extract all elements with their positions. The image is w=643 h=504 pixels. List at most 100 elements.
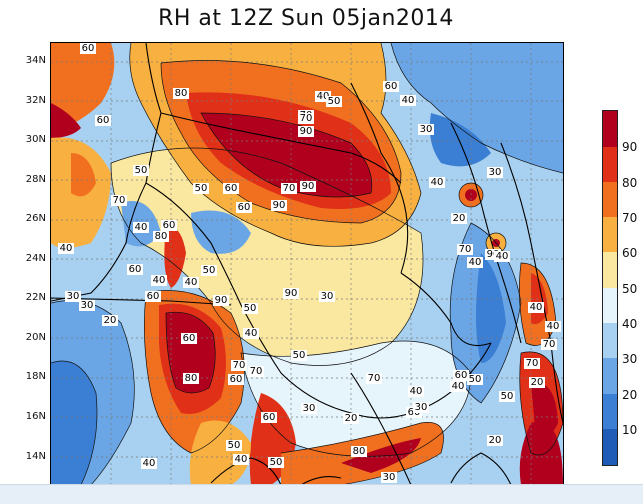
contour-label-text: 60 — [230, 374, 243, 385]
contour-label: 50 — [193, 183, 209, 194]
contour-label-box — [111, 195, 127, 206]
contour-label-box — [457, 244, 473, 255]
contour-label-text: 40 — [410, 386, 423, 397]
contour-label: 40 — [151, 275, 167, 286]
contour-label-box — [80, 43, 96, 54]
colorbar-segment — [603, 147, 617, 182]
contour-label: 80 — [173, 88, 189, 99]
contour-label-box — [271, 200, 287, 211]
contour-label-text: 60 — [129, 264, 142, 275]
contour-label-text: 80 — [353, 446, 366, 457]
contour-label-box — [541, 339, 557, 350]
colorbar-label: 10 — [622, 423, 638, 437]
contour-label-text: 90 — [487, 249, 500, 260]
contour-label-text: 90 — [273, 200, 286, 211]
contour-label-text: 30 — [321, 291, 334, 302]
rh-region — [189, 420, 251, 485]
contour-label-box — [153, 231, 169, 242]
contour-label-text: 40 — [60, 243, 73, 254]
contour-label: 40 — [400, 95, 416, 106]
contour-label: 90 — [298, 126, 314, 137]
contour-label-text: 70 — [113, 195, 126, 206]
contour-label-box — [243, 328, 259, 339]
contour-label-text: 60 — [238, 202, 251, 213]
colorbar-label: 20 — [622, 388, 638, 402]
contour-label: 70 — [541, 339, 557, 350]
contour-label-text: 50 — [270, 457, 283, 468]
rh-region — [51, 43, 115, 133]
contour-label: 40 — [141, 458, 157, 469]
contour-label: 40 — [494, 251, 510, 262]
contour-label-box — [400, 95, 416, 106]
contour-label: 90 — [485, 249, 501, 260]
colorbar-label: 90 — [622, 140, 638, 154]
contour-label: 60 — [145, 291, 161, 302]
y-tick-label: 34N — [25, 55, 46, 66]
contour-label-text: 70 — [543, 339, 556, 350]
colorbar-segment — [603, 358, 617, 394]
contour-label-box — [201, 265, 217, 276]
contour-label-text: 40 — [185, 277, 198, 288]
contour-label: 50 — [226, 440, 242, 451]
contour-label-text: 40 — [547, 321, 560, 332]
contour-label-text: 40 — [245, 328, 258, 339]
contour-label-box — [383, 81, 399, 92]
y-tick-label: 26N — [25, 213, 46, 224]
contour-label-text: 20 — [489, 435, 502, 446]
contour-label: 50 — [133, 165, 149, 176]
contour-label-box — [524, 358, 540, 369]
contour-label: 90 — [271, 200, 287, 211]
contour-label: 60 — [383, 81, 399, 92]
contour-label: 50 — [291, 350, 307, 361]
colorbar-label: 80 — [622, 176, 638, 190]
contour-label-text: 30 — [415, 402, 428, 413]
contour-label-text: 90 — [285, 288, 298, 299]
contour-label-box — [228, 374, 244, 385]
contour-label: 40 — [58, 243, 74, 254]
rh-region — [51, 103, 81, 138]
contour-label-box — [413, 402, 429, 413]
contour-label-box — [485, 249, 501, 260]
contour-label-box — [301, 403, 317, 414]
contour-label-box — [145, 291, 161, 302]
contour-label-box — [183, 373, 199, 384]
contour-label: 50 — [242, 303, 258, 314]
colorbar-segment — [603, 429, 617, 465]
contour-label: 40 — [429, 177, 445, 188]
contour-label-box — [343, 413, 359, 424]
contour-label: 20 — [529, 377, 545, 388]
y-tick-label: 28N — [25, 174, 46, 185]
contour-label-box — [351, 446, 367, 457]
contour-label-box — [467, 374, 483, 385]
contour-label: 30 — [79, 300, 95, 311]
contour-label-box — [366, 373, 382, 384]
contour-label-box — [453, 370, 469, 381]
contour-label-box — [127, 264, 143, 275]
rh-region — [164, 227, 186, 288]
contour-label-text: 30 — [383, 472, 396, 483]
contour-label-text: 60 — [97, 115, 110, 126]
contour-label-box — [141, 458, 157, 469]
y-tick-label: 24N — [25, 253, 46, 264]
contour-label: 40 — [450, 381, 466, 392]
contour-label: 70 — [366, 373, 382, 384]
colorbar-label: 50 — [622, 282, 638, 296]
rh-region — [71, 153, 96, 197]
contour-label: 80 — [183, 373, 199, 384]
contour-label-box — [487, 435, 503, 446]
contour-label: 30 — [319, 291, 335, 302]
contour-label: 50 — [326, 96, 342, 107]
contour-label-box — [223, 183, 239, 194]
contour-label-text: 80 — [185, 373, 198, 384]
contour-label-box — [133, 222, 149, 233]
contour-label-box — [133, 165, 149, 176]
contour-label: 30 — [301, 403, 317, 414]
colorbar-segment — [603, 323, 617, 358]
contour-label-box — [319, 291, 335, 302]
contour-label-text: 30 — [489, 167, 502, 178]
contour-label-text: 20 — [531, 377, 544, 388]
contour-label: 90 — [283, 288, 299, 299]
colorbar — [602, 110, 618, 466]
contour-label: 40 — [467, 257, 483, 268]
contour-label-text: 40 — [452, 381, 465, 392]
